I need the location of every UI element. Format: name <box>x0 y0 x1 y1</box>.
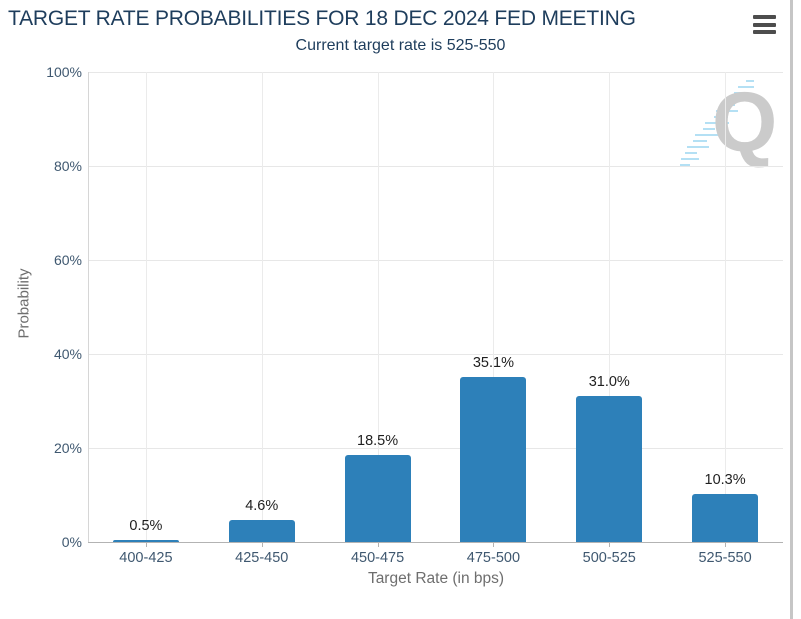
bar-400-425 <box>112 539 179 542</box>
x-tick-label: 525-550 <box>698 550 752 566</box>
x-tick-mark <box>725 542 727 547</box>
bar-value-label: 10.3% <box>704 471 746 488</box>
y-gridline <box>88 354 783 355</box>
scrollbar[interactable] <box>790 0 793 619</box>
x-tick-mark <box>493 542 495 547</box>
bar-525-550 <box>692 493 759 542</box>
menu-bar <box>753 30 776 34</box>
y-gridline <box>88 448 783 449</box>
bar-value-label: 0.5% <box>129 517 163 534</box>
bar-425-450 <box>228 520 295 542</box>
x-gridline <box>725 72 727 542</box>
y-tick-label: 40% <box>53 346 82 362</box>
y-tick-label: 100% <box>46 64 82 80</box>
y-tick-label: 20% <box>53 440 82 456</box>
bar-value-label: 4.6% <box>245 498 279 515</box>
x-tick-mark <box>609 542 611 547</box>
x-gridline <box>377 72 379 542</box>
hamburger-menu-icon[interactable] <box>753 15 776 34</box>
x-tick-label: 400-425 <box>119 550 173 566</box>
x-gridline <box>145 72 147 542</box>
x-tick-mark <box>261 542 263 547</box>
x-tick-mark <box>377 542 379 547</box>
bar-500-525 <box>576 396 643 542</box>
x-tick-mark <box>145 542 147 547</box>
y-axis-line <box>88 72 89 542</box>
y-axis-title: Probability <box>15 268 33 339</box>
menu-bar <box>753 22 776 27</box>
x-tick-label: 475-500 <box>466 550 521 566</box>
page-title: TARGET RATE PROBABILITIES FOR 18 DEC 202… <box>8 7 636 30</box>
x-gridline <box>261 72 263 542</box>
y-tick-label: 0% <box>61 534 82 550</box>
y-gridline <box>88 166 783 167</box>
chart-subtitle: Current target rate is 525-550 <box>295 37 506 54</box>
x-gridline <box>609 72 611 542</box>
y-gridline <box>88 260 783 261</box>
x-tick-label: 425-450 <box>235 550 289 566</box>
x-gridline <box>493 72 495 542</box>
bar-value-label: 18.5% <box>357 433 399 450</box>
x-tick-label: 500-525 <box>582 550 636 566</box>
x-axis-title: Target Rate (in bps) <box>367 570 505 587</box>
x-tick-label: 450-475 <box>350 550 405 566</box>
y-tick-label: 80% <box>53 158 82 174</box>
bar-475-500 <box>460 377 527 542</box>
menu-bar <box>753 15 776 19</box>
bar-value-label: 31.0% <box>588 374 630 391</box>
x-axis-line <box>88 542 783 543</box>
y-tick-label: 60% <box>53 252 82 268</box>
bar-450-475 <box>344 455 411 542</box>
bar-value-label: 35.1% <box>472 355 514 372</box>
y-gridline <box>88 72 783 73</box>
